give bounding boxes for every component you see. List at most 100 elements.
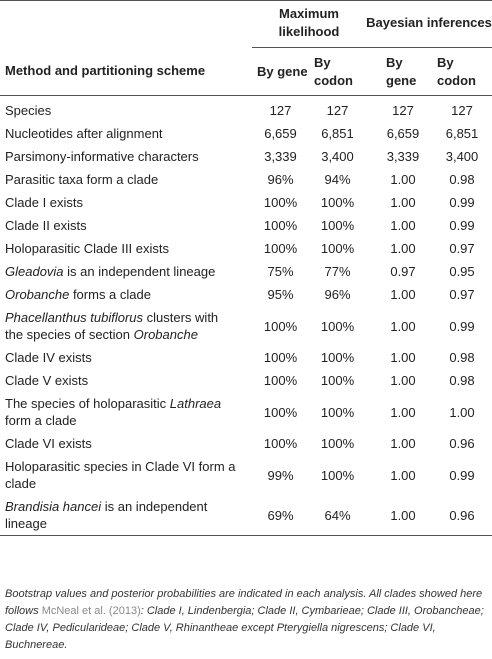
row-label: Clade V exists (5, 373, 89, 388)
table-row: Orobanche forms a clade 95% 96% 1.00 0.97 (0, 283, 492, 306)
empty-header-cell (0, 1, 252, 48)
table-cell: 100% (320, 467, 355, 483)
table-cell: 3,400 (321, 149, 354, 164)
table-cell: 1.00 (390, 172, 416, 187)
table-cell: 100% (320, 350, 355, 365)
row-label: Clade II exists (5, 218, 87, 233)
table-cell: 3,400 (445, 149, 479, 164)
sub-header-ml-gene: By gene (252, 47, 309, 96)
row-label-header: Method and partitioning scheme (0, 47, 252, 96)
table-cell: 0.96 (432, 495, 492, 536)
group-header-ml: Maximum likelihood (252, 0, 366, 48)
row-label: Brandisia hancei is an independent lineag… (0, 495, 252, 536)
row-label: Species (5, 103, 52, 118)
table-cell: 0.99 (449, 467, 475, 483)
table-cell: 0.97 (449, 241, 475, 256)
table-row: Parsimony-informative characters 3,339 3,4… (0, 145, 492, 168)
table-cell: 96% (267, 172, 294, 187)
table-cell: 94% (324, 172, 351, 187)
table-cell: 1.00 (366, 495, 432, 536)
table-cell: 100% (263, 318, 298, 334)
results-table: Maximum likelihood Bayesian inferences M… (0, 0, 492, 536)
table-cell: 100% (263, 436, 298, 451)
table-cell: 1.00 (390, 318, 416, 334)
table-cell: 0.95 (449, 264, 475, 279)
table-row: Nucleotides after alignment 6,659 6,851 6,6… (0, 122, 492, 145)
table-cell: 3,339 (386, 149, 420, 164)
row-label: Parsimony-informative characters (5, 149, 199, 164)
row-label: Holoparasitic Clade III exists (5, 241, 170, 256)
table-cell: 95% (267, 287, 294, 302)
table-cell: 6,851 (445, 126, 479, 141)
table-cell: 0.97 (449, 287, 475, 302)
row-label: Clade I exists (5, 195, 84, 210)
table-cell: 99% (267, 467, 294, 483)
table-cell: 100% (320, 373, 355, 388)
table-cell: 75% (267, 264, 294, 279)
table-row: Clade V exists 100% 100% 1.00 0.98 (0, 369, 492, 392)
table-cell: 1.00 (390, 241, 416, 256)
table-row: Clade I exists 100% 100% 1.00 0.99 (0, 191, 492, 214)
table-row: Brandisia hancei is an independent lineag… (0, 495, 492, 536)
table-cell: 0.99 (449, 218, 475, 233)
table-cell: 96% (324, 287, 351, 302)
table-row: Gleadovia is an independent lineage 75% 77… (0, 260, 492, 283)
table-cell: 100% (320, 318, 355, 334)
table-footnote: Bootstrap values and posterior probabili… (5, 588, 484, 651)
table-cell: 127 (326, 103, 349, 118)
table-cell: 1.00 (390, 436, 416, 451)
table-cell: 6,659 (264, 126, 297, 141)
table-cell: 64% (309, 495, 366, 536)
table-cell: 1.00 (390, 404, 416, 420)
table-row: Holoparasitic species in Clade VI form a… (0, 455, 492, 495)
table-row: The species of holoparasitic Lathraea for… (0, 392, 492, 432)
table-cell: 1.00 (390, 287, 416, 302)
table-body: Species 127 127 127 127 Nucleotides after ali… (0, 96, 492, 536)
table-cell: 100% (320, 195, 355, 210)
sub-header-bayes-codon: By codon (432, 47, 492, 96)
table-cell: 1.00 (449, 404, 475, 420)
table-row: Species 127 127 127 127 (0, 96, 492, 123)
table-cell: 100% (263, 218, 298, 233)
row-label: Phacellanthus tubiflorus clusters with th… (5, 310, 219, 342)
table-row: Phacellanthus tubiflorus clusters with th… (0, 306, 492, 346)
table-cell: 0.98 (449, 350, 475, 365)
table-cell: 0.97 (390, 264, 416, 279)
table-cell: 100% (320, 218, 355, 233)
table-cell: 0.96 (449, 436, 475, 451)
row-label: The species of holoparasitic Lathraea for… (5, 396, 222, 428)
table-cell: 0.99 (449, 318, 475, 334)
table-row: Parasitic taxa form a clade 96% 94% 1.00 0.9… (0, 168, 492, 191)
table-cell: 100% (263, 373, 298, 388)
table-cell: 100% (263, 404, 298, 420)
reference-link[interactable]: McNeal et al. (2013) (41, 605, 141, 617)
table-cell: 127 (269, 103, 292, 118)
row-label: Clade VI exists (5, 436, 92, 451)
table-cell: 0.99 (449, 195, 475, 210)
sub-header-bayes-gene: By gene (366, 47, 432, 96)
group-header-row: Maximum likelihood Bayesian inferences (0, 0, 492, 48)
row-label: Nucleotides after alignment (5, 126, 163, 141)
sub-header-row: Method and partitioning scheme By gene B… (0, 47, 492, 96)
table-cell: 6,851 (321, 126, 354, 141)
table-cell: 1.00 (390, 467, 416, 483)
row-label: Gleadovia is an independent lineage (5, 264, 216, 279)
table-cell: 1.00 (390, 218, 416, 233)
table-cell: 69% (252, 495, 309, 536)
table-cell: 1.00 (390, 195, 416, 210)
table-cell: 100% (263, 241, 298, 256)
table-cell: 100% (320, 436, 355, 451)
table-cell: 127 (392, 103, 414, 118)
table-row: Clade II exists 100% 100% 1.00 0.99 (0, 214, 492, 237)
table-row: Holoparasitic Clade III exists 100% 100% 1.… (0, 237, 492, 260)
table-row: Clade VI exists 100% 100% 1.00 0.96 (0, 432, 492, 455)
row-label: Parasitic taxa form a clade (5, 172, 159, 187)
row-label: Holoparasitic species in Clade VI form a… (5, 459, 236, 491)
table-cell: 100% (263, 195, 298, 210)
table-cell: 100% (263, 350, 298, 365)
table-cell: 3,339 (264, 149, 297, 164)
group-header-bayes: Bayesian inferences (366, 0, 492, 48)
table-cell: 100% (320, 241, 355, 256)
table-cell: 0.98 (449, 373, 475, 388)
